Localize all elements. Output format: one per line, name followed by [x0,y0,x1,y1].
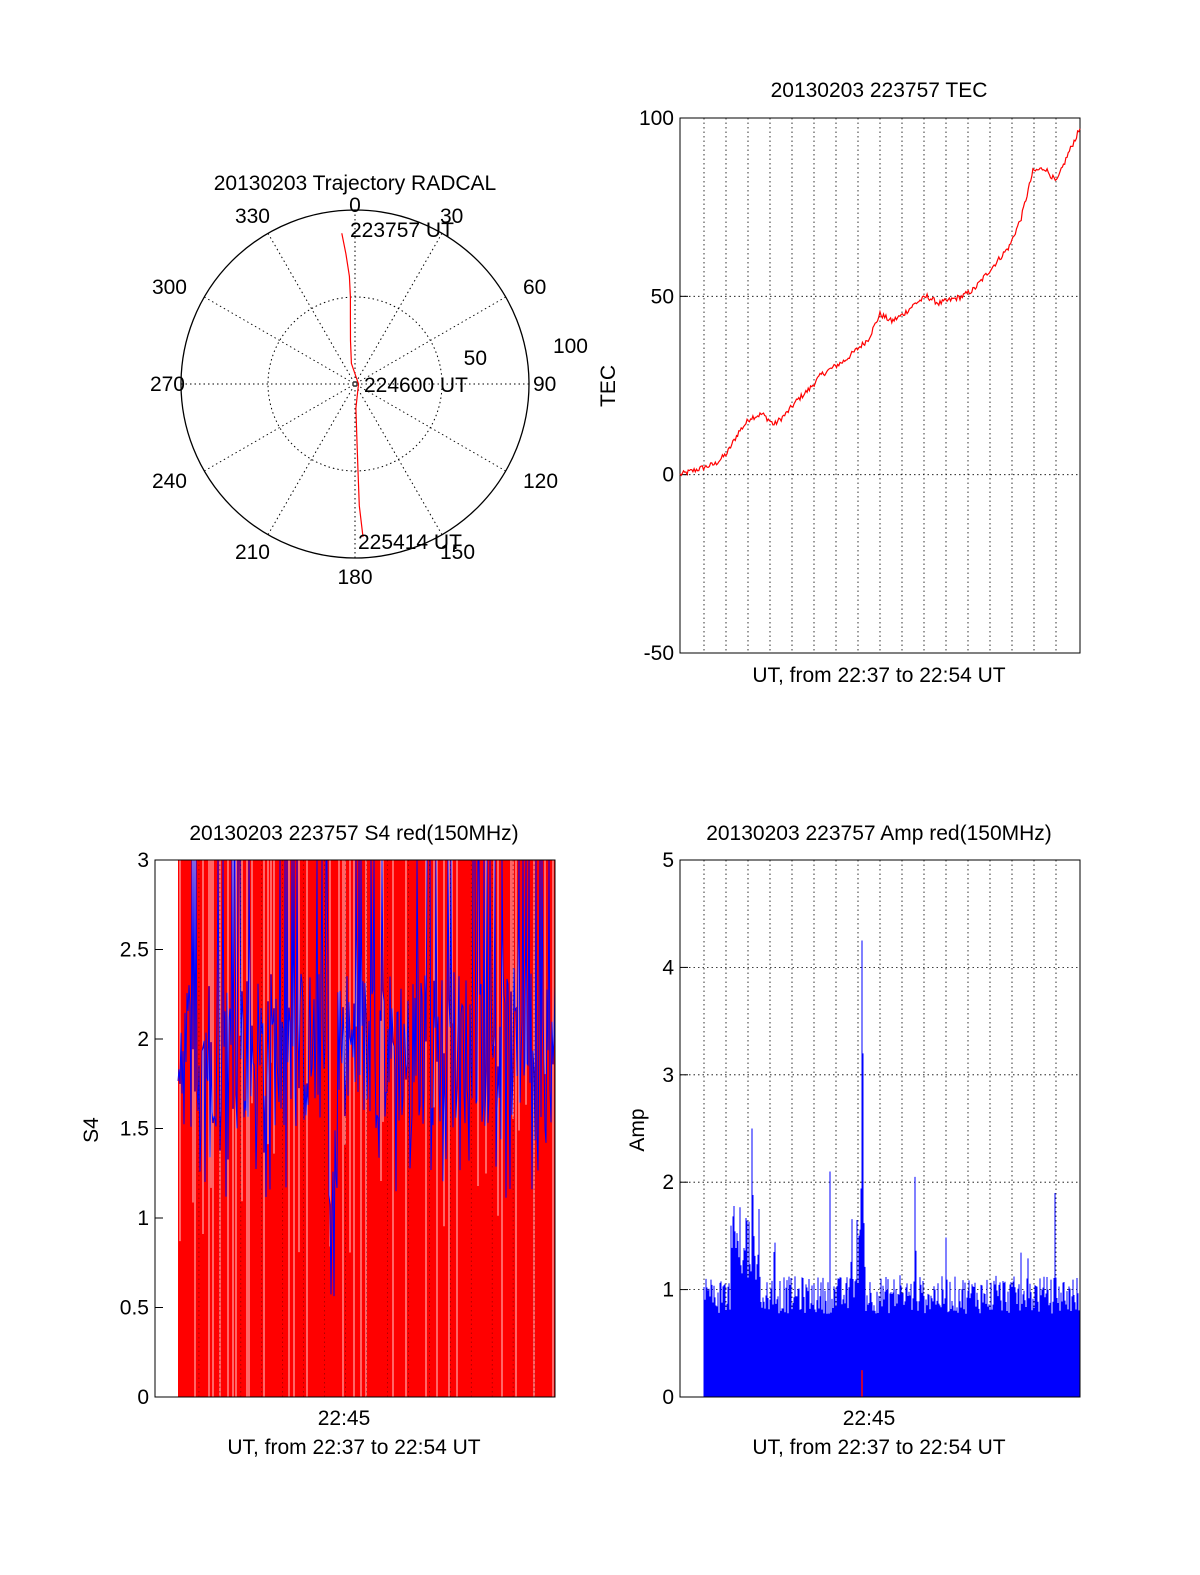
tec-grid [680,118,1080,653]
tec-ytick-label: 100 [639,107,674,130]
amp-xtick-label: 22:45 [843,1407,896,1430]
polar-angle-label: 240 [152,470,187,493]
polar-grid [180,209,530,559]
s4-ylabel: S4 [80,1117,103,1143]
polar-angle-label: 120 [523,470,558,493]
polar-angle-label: 60 [523,276,546,299]
trajectory-line [341,233,364,537]
tec-ytick-label: 0 [662,464,674,487]
polar-angle-label: 0 [349,194,361,217]
tec-y-ticks: 100 50 0 -50 [639,107,688,665]
tec-ylabel: TEC [597,365,620,407]
polar-radial-label: 50 [464,347,487,370]
tec-plot-frame [679,117,1081,654]
amp-plot-frame [679,859,1081,1398]
tec-panel: 20130203 223757 TEC 100 50 0 -50 TEC UT, fr… [597,79,1081,687]
polar-angle-label: 30 [440,205,463,228]
amp-y-ticks: 5 4 3 2 1 0 [662,849,688,1409]
polar-trajectory-panel: 20130203 Trajectory RADCAL 0 30 60 90 120 150… [150,172,588,589]
s4-title: 20130203 223757 S4 red(150MHz) [189,822,518,845]
polar-outer-circle [180,209,530,559]
trajectory-end-label: 225414 UT [358,531,462,554]
s4-red-series [178,860,555,1397]
s4-ytick-label: 2.5 [120,939,149,962]
amp-ytick-label: 1 [662,1279,674,1302]
amp-ytick-label: 3 [662,1064,674,1087]
amp-bars [703,940,1080,1397]
amp-ytick-label: 4 [662,956,674,979]
s4-y-ticks: 3 2.5 2 1.5 1 0.5 0 [120,849,163,1409]
amp-panel: 20130203 223757 Amp red(150MHz) 5 4 3 2 1 0 2… [626,822,1081,1459]
s4-xlabel: UT, from 22:37 to 22:54 UT [227,1436,480,1459]
trajectory-start-label: 223757 UT [350,219,454,242]
s4-xtick-label: 22:45 [318,1407,371,1430]
polar-title: 20130203 Trajectory RADCAL [214,172,497,195]
polar-angle-labels: 0 30 60 90 120 150 180 210 240 270 300 330 [150,194,558,589]
polar-angle-label: 300 [152,276,187,299]
polar-angle-label: 180 [337,566,372,589]
polar-angle-label: 330 [235,205,270,228]
polar-angle-label: 150 [440,541,475,564]
polar-angle-label: 90 [533,373,556,396]
s4-ytick-label: 0 [137,1386,149,1409]
tec-xlabel: UT, from 22:37 to 22:54 UT [752,664,1005,687]
tec-series-line [679,128,1081,477]
s4-ytick-label: 1 [137,1207,149,1230]
amp-ylabel: Amp [626,1108,649,1151]
polar-angle-label: 270 [150,373,185,396]
tec-ytick-label: -50 [644,642,674,665]
polar-radial-label: 100 [553,335,588,358]
tec-title: 20130203 223757 TEC [771,79,988,102]
s4-ytick-label: 0.5 [120,1297,149,1320]
s4-ytick-label: 1.5 [120,1118,149,1141]
amp-ytick-label: 0 [662,1386,674,1409]
s4-red-fill [178,860,555,1397]
polar-radial-labels: 50 100 [464,335,588,370]
amp-ytick-label: 5 [662,849,674,872]
trajectory-mid-label: 224600 UT [364,374,468,397]
s4-ytick-label: 2 [137,1028,149,1051]
amp-ytick-label: 2 [662,1171,674,1194]
amp-title: 20130203 223757 Amp red(150MHz) [706,822,1052,845]
tec-ytick-label: 50 [651,285,674,308]
s4-ytick-label: 3 [137,849,149,872]
polar-angle-label: 210 [235,541,270,564]
amp-xlabel: UT, from 22:37 to 22:54 UT [752,1436,1005,1459]
s4-panel: 20130203 223757 S4 red(150MHz) 3 2.5 2 1.5 1… [80,822,556,1459]
